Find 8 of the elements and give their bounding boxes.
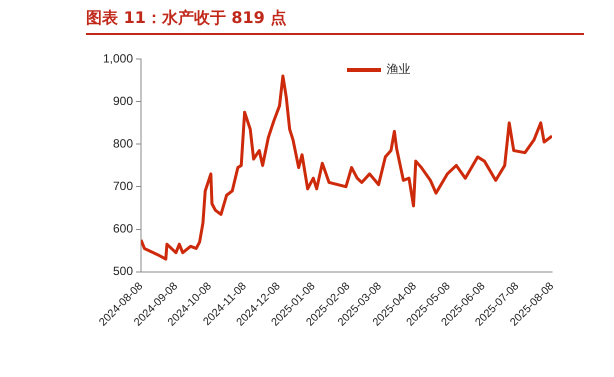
y-tick-label: 800 [113,136,134,150]
legend-label: 渔业 [386,61,410,78]
y-tick-label: 900 [113,94,134,108]
y-tick-label: 500 [113,264,134,278]
y-tick-label: 600 [113,222,134,236]
y-tick-label: 700 [113,179,134,194]
chart-title: 图表 11：水产收于 819 点 [86,8,286,29]
y-tick-label: 1,000 [103,51,134,66]
